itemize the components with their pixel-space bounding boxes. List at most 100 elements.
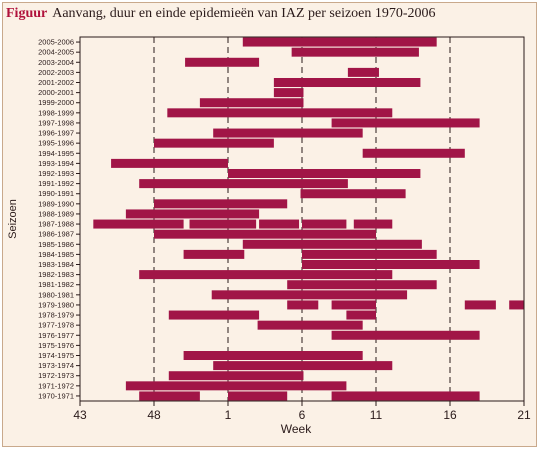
y-axis-title: Seizoen	[7, 199, 19, 239]
season-label: 1975-1976	[38, 341, 74, 350]
epidemic-bar	[139, 179, 348, 189]
season-label: 1991-1992	[38, 179, 74, 188]
season-label: 1971-1972	[38, 381, 74, 390]
x-tick-label: 21	[517, 408, 531, 422]
x-tick-label: 43	[73, 408, 87, 422]
epidemic-bar	[211, 290, 408, 300]
y-axis-ticks	[76, 41, 80, 397]
epidemic-bar	[125, 381, 347, 391]
figure-title-text: Aanvang, duur en einde epidemieën van IA…	[52, 6, 436, 21]
season-label: 1978-1979	[38, 311, 74, 320]
epidemic-bar	[154, 138, 274, 148]
season-label: 1976-1977	[38, 331, 74, 340]
figure-title: Figuur Aanvang, duur en einde epidemieën …	[6, 6, 436, 22]
season-label: 2000-2001	[38, 88, 74, 97]
epidemic-bar	[331, 330, 480, 340]
season-label: 1993-1994	[38, 159, 74, 168]
epidemic-bar	[242, 239, 422, 249]
season-label: 2001-2002	[38, 78, 74, 87]
epidemic-bar	[139, 391, 200, 401]
epidemic-bar	[189, 219, 257, 229]
season-label: 1983-1984	[38, 260, 74, 269]
epidemic-bar	[331, 391, 480, 401]
season-label: 1987-1988	[38, 220, 74, 229]
season-label: 1970-1971	[38, 391, 74, 400]
season-label: 1989-1990	[38, 199, 74, 208]
epidemic-bar	[154, 199, 288, 209]
epidemic-bar	[228, 169, 421, 178]
season-label: 1979-1980	[38, 300, 74, 309]
epidemic-bar	[347, 67, 379, 77]
epidemic-bar	[125, 209, 260, 219]
season-label: 1972-1973	[38, 371, 74, 380]
epidemic-bar	[167, 108, 393, 118]
epidemic-bar	[302, 219, 347, 229]
season-label: 1982-1983	[38, 270, 74, 279]
season-label: 2004-2005	[38, 48, 74, 57]
season-label: 1996-1997	[38, 129, 74, 138]
season-label: 1985-1986	[38, 240, 74, 249]
epidemic-bar	[139, 270, 393, 280]
figure-title-label: Figuur	[6, 6, 48, 21]
epidemic-bar	[183, 351, 363, 360]
epidemic-bar	[287, 300, 319, 310]
epidemic-bar	[242, 37, 437, 47]
epidemic-bar	[168, 310, 260, 320]
epidemic-bar	[287, 280, 437, 290]
season-label: 1992-1993	[38, 169, 74, 178]
epidemic-bar	[302, 249, 437, 259]
epidemic-bar	[331, 118, 480, 128]
x-axis-ticks	[79, 401, 525, 406]
season-label: 1990-1991	[38, 189, 74, 198]
epidemic-bar	[257, 320, 363, 330]
epidemic-bar	[273, 88, 304, 98]
epidemic-bar	[353, 219, 393, 229]
x-axis-labels: 43 48 1 6 11 16 21	[73, 408, 531, 422]
epidemic-bar	[183, 249, 245, 259]
x-tick-label: 16	[443, 408, 457, 422]
season-label: 2003-2004	[38, 58, 74, 67]
x-tick-label: 6	[299, 408, 306, 422]
epidemic-bar	[273, 78, 421, 87]
y-axis-labels: 2005-20062004-20052003-20042002-20032001…	[38, 38, 74, 401]
epidemic-bar	[331, 300, 376, 310]
epidemic-bar	[509, 300, 524, 310]
season-label: 1997-1998	[38, 118, 74, 127]
epidemic-bar	[302, 260, 480, 269]
bars	[93, 37, 524, 401]
epidemic-bar	[168, 371, 304, 381]
x-tick-label: 48	[147, 408, 161, 422]
season-label: 1980-1981	[38, 290, 74, 299]
x-tick-label: 1	[225, 408, 232, 422]
season-label: 1973-1974	[38, 361, 74, 370]
x-axis-title: Week	[281, 422, 312, 436]
epidemic-bar	[346, 310, 376, 320]
season-label: 1984-1985	[38, 250, 74, 259]
epidemic-bar	[213, 128, 363, 138]
epidemic-bar	[464, 300, 496, 310]
epidemic-bar	[185, 57, 260, 67]
season-label: 1988-1989	[38, 209, 74, 218]
epidemic-bar	[259, 219, 300, 229]
season-label: 1981-1982	[38, 280, 74, 289]
season-label: 1999-2000	[38, 98, 74, 107]
season-label: 1995-1996	[38, 139, 74, 148]
epidemic-bar	[291, 47, 419, 57]
gridlines	[153, 37, 525, 401]
epidemic-bar	[199, 98, 304, 108]
season-label: 1977-1978	[38, 321, 74, 330]
epidemic-bar	[228, 391, 288, 401]
season-label: 1998-1999	[38, 108, 74, 117]
epidemic-bar	[111, 158, 228, 168]
epidemic-bar	[154, 229, 376, 239]
season-label: 1974-1975	[38, 351, 74, 360]
epidemic-bar	[213, 361, 393, 371]
season-label: 2005-2006	[38, 38, 74, 47]
epidemic-bar	[93, 219, 184, 229]
season-label: 1994-1995	[38, 149, 74, 158]
x-tick-label: 11	[370, 408, 383, 422]
epidemic-bar	[362, 148, 465, 158]
season-label: 2002-2003	[38, 68, 74, 77]
epidemic-bar	[300, 189, 406, 199]
season-label: 1986-1987	[38, 230, 74, 239]
